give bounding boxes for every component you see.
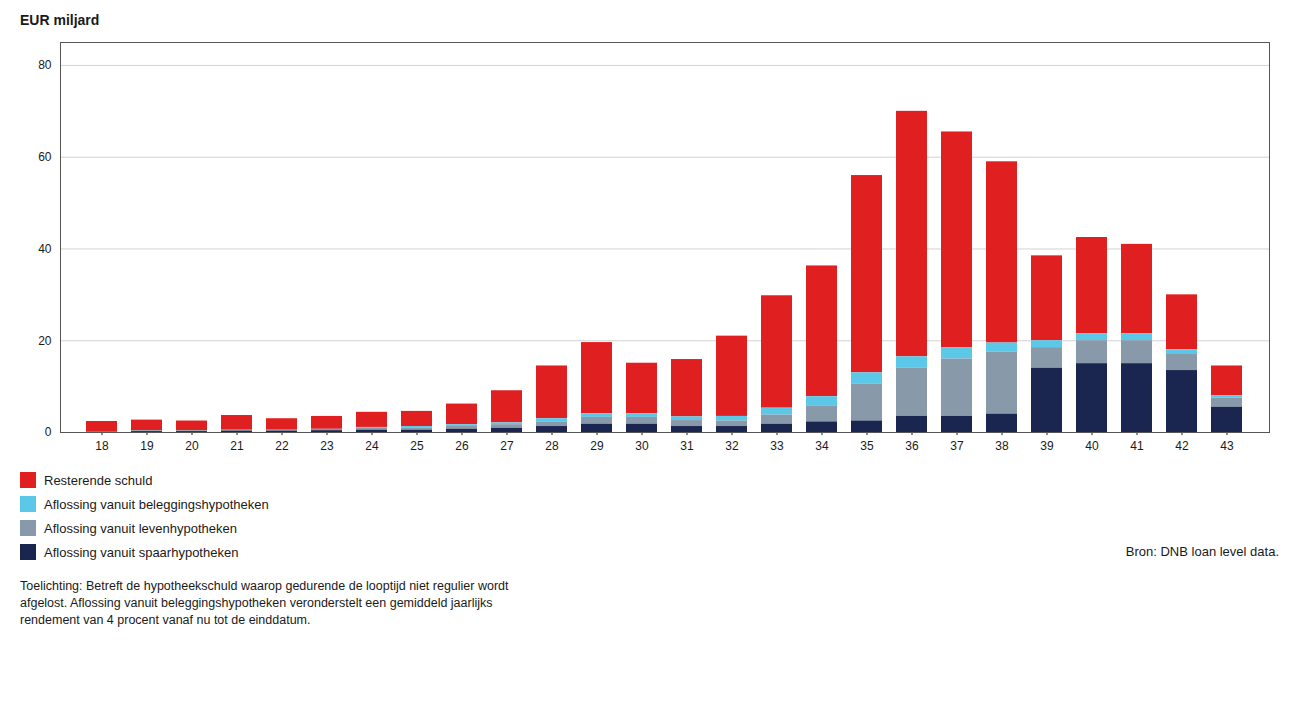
svg-text:0: 0 — [45, 425, 52, 439]
html-text:Resterende schuld: Resterende schuld — [44, 472, 153, 488]
svg-text:40: 40 — [1085, 439, 1099, 453]
svg-text:37: 37 — [950, 439, 964, 453]
svg-text:38: 38 — [995, 439, 1009, 453]
svg-text:39: 39 — [1040, 439, 1054, 453]
svg-text:36: 36 — [905, 439, 919, 453]
html-text:afgelost. Aflossing vanuit bel: afgelost. Aflossing vanuit beleggingshyp… — [20, 595, 493, 610]
svg-text:43: 43 — [1220, 439, 1234, 453]
svg-text:26: 26 — [455, 439, 469, 453]
svg-text:22: 22 — [275, 439, 289, 453]
svg-text:35: 35 — [860, 439, 874, 453]
svg-text:33: 33 — [770, 439, 784, 453]
svg-text:25: 25 — [410, 439, 424, 453]
svg-text:18: 18 — [95, 439, 109, 453]
svg-text:21: 21 — [230, 439, 244, 453]
svg-text:20: 20 — [38, 334, 52, 348]
svg-text:28: 28 — [545, 439, 559, 453]
svg-text:42: 42 — [1175, 439, 1189, 453]
svg-text:41: 41 — [1130, 439, 1144, 453]
svg-text:31: 31 — [680, 439, 694, 453]
svg-text:80: 80 — [38, 58, 52, 72]
html-text:Aflossing vanuit spaarhypothek: Aflossing vanuit spaarhypotheken — [44, 544, 239, 560]
html-text:Aflossing vanuit beleggingshyp: Aflossing vanuit beleggingshypotheken — [44, 496, 269, 512]
svg-text:40: 40 — [38, 242, 52, 256]
svg-text:34: 34 — [815, 439, 829, 453]
html-text:rendement van 4 procent vanaf: rendement van 4 procent vanaf nu tot de … — [20, 612, 311, 627]
svg-text:29: 29 — [590, 439, 604, 453]
svg-text:20: 20 — [185, 439, 199, 453]
svg-text:27: 27 — [500, 439, 514, 453]
html-text:EUR miljard: EUR miljard — [20, 12, 100, 28]
html-text:Aflossing vanuit levenhypothek: Aflossing vanuit levenhypotheken — [44, 520, 237, 536]
svg-text:60: 60 — [38, 150, 52, 164]
svg-text:19: 19 — [140, 439, 154, 453]
svg-text:32: 32 — [725, 439, 739, 453]
html-text:Toelichting: Betreft de hypoth: Toelichting: Betreft de hypotheekschuld … — [20, 579, 509, 593]
svg-text:30: 30 — [635, 439, 649, 453]
svg-text:23: 23 — [320, 439, 334, 453]
html-text:Bron: DNB loan level data.: Bron: DNB loan level data. — [1125, 544, 1279, 559]
svg-text:24: 24 — [365, 439, 379, 453]
